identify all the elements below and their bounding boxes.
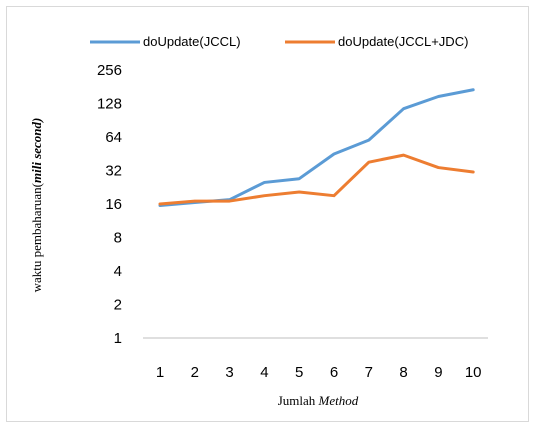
x-tick-label: 2 [191,364,199,381]
legend-label-jccl: doUpdate(JCCL) [143,34,241,49]
y-tick-label: 1 [114,330,122,347]
series-line-jccl-jdc [158,153,475,206]
x-tick-label: 9 [434,364,442,381]
x-tick-label: 5 [295,364,303,381]
y-tick-label: 128 [97,96,122,113]
y-tick-label: 64 [105,129,122,146]
x-tick-label: 1 [156,364,164,381]
y-tick-label: 8 [114,230,122,247]
x-axis-ticks: 1 2 3 4 5 6 7 8 9 10 [156,364,482,381]
series-line-jccl [158,88,475,208]
x-tick-label: 3 [225,364,233,381]
y-axis-ticks: 1 2 4 8 16 32 64 128 256 [97,62,122,347]
x-tick-label: 6 [330,364,338,381]
series-group [158,88,475,208]
x-tick-label: 7 [365,364,373,381]
y-tick-label: 256 [97,62,122,79]
y-tick-label: 4 [114,263,122,280]
y-tick-label: 32 [105,163,122,180]
chart-frame [6,6,529,422]
y-tick-label: 2 [114,297,122,314]
legend-label-jccl-jdc: doUpdate(JCCL+JDC) [338,34,468,49]
y-axis-title: waktu pembaharuan(mili second) [29,118,44,293]
x-axis-title: Jumlah Method [278,393,359,408]
x-tick-label: 10 [465,364,482,381]
legend: doUpdate(JCCL) doUpdate(JCCL+JDC) [90,34,468,49]
y-tick-label: 16 [105,196,122,213]
x-tick-label: 8 [399,364,407,381]
x-tick-label: 4 [260,364,268,381]
